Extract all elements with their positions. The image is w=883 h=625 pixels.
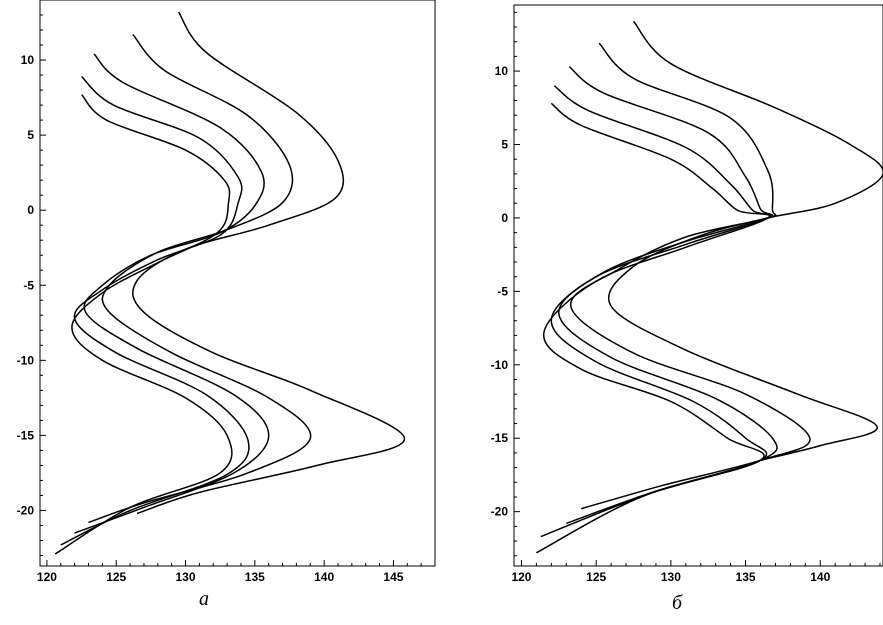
y-tick-label: -15 (17, 428, 35, 442)
y-tick-label: 0 (27, 203, 34, 217)
chart-panel-2: 10 5 0 -5 -10 -15 -20 120 125 130 135 140 б (491, 5, 883, 614)
y-tick-label: -10 (17, 353, 35, 367)
y-tick-label: 5 (27, 128, 34, 142)
plot-frame (514, 5, 883, 566)
chart-panel-1: 10 5 0 -5 -10 -15 -20 120 125 130 135 140 145 a (17, 0, 435, 610)
y-tick-label: -20 (491, 505, 509, 519)
x-tick-label: 125 (106, 570, 126, 584)
x-tick-label: 140 (314, 570, 334, 584)
x-tick-label: 135 (736, 570, 756, 584)
y-tick-label: 5 (501, 138, 508, 152)
panel-caption: a (199, 588, 209, 610)
panel-caption: б (672, 592, 683, 614)
y-tick-label: -10 (491, 358, 509, 372)
x-tick-label: 135 (245, 570, 265, 584)
y-tick-label: 10 (495, 64, 509, 78)
y-tick-label: -20 (17, 503, 35, 517)
plot-frame (40, 0, 435, 566)
x-tick-label: 130 (661, 570, 681, 584)
x-tick-label: 120 (511, 570, 531, 584)
y-tick-label: -5 (23, 278, 34, 292)
x-tick-label: 120 (37, 570, 57, 584)
y-tick-label: -5 (497, 284, 508, 298)
x-tick-label: 145 (383, 570, 403, 584)
y-tick-label: 0 (501, 211, 508, 225)
y-tick-label: -15 (491, 431, 509, 445)
y-tick-label: 10 (21, 53, 35, 67)
x-tick-label: 130 (176, 570, 196, 584)
x-tick-label: 125 (586, 570, 606, 584)
x-tick-label: 140 (810, 570, 830, 584)
